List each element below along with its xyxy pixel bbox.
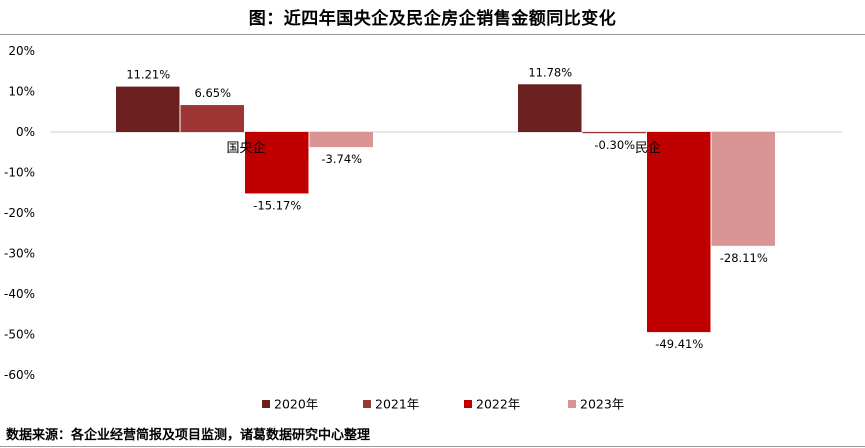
legend-label: 2021年 <box>375 397 419 412</box>
y-tick-label: 10% <box>8 85 35 99</box>
data-label: -49.41% <box>655 337 703 351</box>
legend-label: 2023年 <box>580 397 624 412</box>
bar-1-3 <box>711 132 775 246</box>
bottom-divider <box>0 446 865 447</box>
y-tick-label: 20% <box>8 44 35 58</box>
data-label: 11.78% <box>528 65 572 79</box>
bar-0-3 <box>309 132 373 148</box>
data-label: -3.74% <box>321 152 362 166</box>
bar-1-0 <box>518 84 582 132</box>
bar-1-2 <box>647 132 711 333</box>
chart-title: 图：近四年国央企及民企房企销售金额同比变化 <box>248 9 617 29</box>
legend-swatch <box>464 400 472 408</box>
y-tick-label: -20% <box>4 206 35 220</box>
data-label: -15.17% <box>253 198 301 212</box>
y-tick-label: -30% <box>4 247 35 261</box>
bar-0-1 <box>180 105 244 132</box>
y-tick-label: -50% <box>4 328 35 342</box>
bar-0-0 <box>116 86 180 132</box>
category-label: 国央企 <box>226 140 265 156</box>
legend-swatch <box>262 400 270 408</box>
legend-swatch <box>363 400 371 408</box>
legend-swatch <box>568 400 576 408</box>
y-tick-label: -40% <box>4 287 35 301</box>
y-tick-label: -10% <box>4 166 35 180</box>
y-tick-label: -60% <box>4 368 35 382</box>
y-tick-label: 0% <box>16 125 35 139</box>
legend-label: 2022年 <box>476 397 520 412</box>
bar-1-1 <box>582 132 646 134</box>
data-label: 11.21% <box>126 68 170 82</box>
title-divider <box>0 34 865 35</box>
data-label: 6.65% <box>194 86 231 100</box>
bar-0-2 <box>245 132 309 194</box>
source-note: 数据来源：各企业经营简报及项目监测，诸葛数据研究中心整理 <box>6 428 371 443</box>
legend-label: 2020年 <box>274 397 318 412</box>
data-label: -28.11% <box>720 251 768 265</box>
category-label: 民企 <box>635 140 661 156</box>
data-label: -0.30% <box>594 138 635 152</box>
